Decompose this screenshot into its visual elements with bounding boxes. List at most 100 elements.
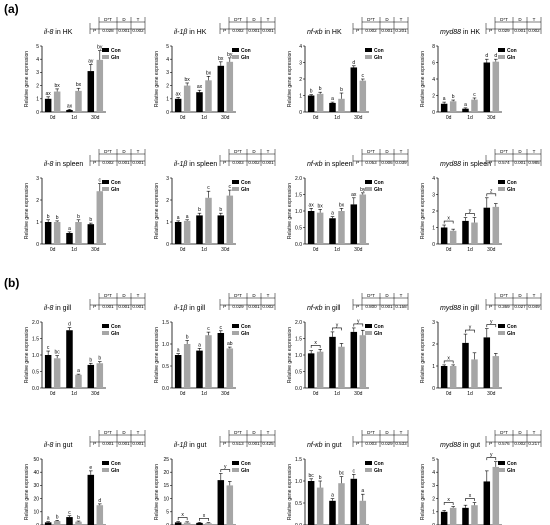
legend-label-gln: Gln	[374, 55, 382, 61]
bar-gln-30d	[359, 194, 367, 244]
bar-con-30d	[483, 481, 491, 525]
chart-title-tissue: in HK	[461, 29, 480, 36]
legend-label-gln: Gln	[241, 468, 249, 474]
significance-letter: b	[98, 356, 101, 362]
comparison-label: x	[447, 355, 450, 361]
legend-swatch-con	[232, 180, 239, 184]
y-tick-label: 0	[299, 110, 302, 116]
y-tick-label: 2	[36, 83, 39, 89]
stats-header-T: T	[137, 293, 140, 298]
significance-letter: b	[56, 215, 59, 221]
stats-row-label: P	[93, 441, 96, 446]
legend-swatch-con	[365, 48, 372, 52]
x-tick-label-30d: 30d	[221, 391, 230, 397]
comparison-bracket	[443, 502, 454, 506]
y-tick-label: 0	[432, 386, 435, 392]
bar-gln-0d	[316, 212, 324, 244]
legend-label-gln: Gln	[507, 187, 515, 193]
stats-p-value: 0.001	[118, 441, 130, 446]
significance-letter: b	[310, 89, 313, 95]
y-tick-label: 5	[36, 44, 39, 50]
panel-label-b: (b)	[4, 276, 20, 290]
comparison-label: x	[181, 512, 184, 518]
bar-gln-30d	[359, 80, 367, 112]
y-axis-label: Relative gene expression	[287, 183, 293, 239]
x-tick-label-0d: 0d	[313, 391, 319, 397]
stats-p-value: 0.006	[381, 160, 393, 165]
significance-letter: c	[47, 345, 50, 351]
stats-p-value: 0.028	[102, 28, 114, 33]
stats-row-label: P	[93, 160, 96, 165]
comparison-bracket	[310, 345, 321, 348]
y-tick-label: 0	[432, 242, 435, 248]
y-tick-label: 3	[432, 483, 435, 489]
stats-header-D*T: D*T	[500, 293, 508, 298]
y-tick-label: 10	[163, 496, 169, 502]
y-tick-label: 0	[432, 110, 435, 116]
bar-gln-1d	[338, 346, 345, 388]
x-tick-label-0d: 0d	[180, 247, 186, 253]
comparison-bracket	[199, 518, 209, 521]
y-tick-label: 3	[36, 176, 39, 182]
significance-letter: c	[362, 73, 365, 79]
y-tick-label: 0.0	[32, 386, 39, 392]
y-tick-label: 2.0	[295, 176, 302, 182]
x-tick-label-30d: 30d	[221, 115, 230, 121]
chart-title-gene: il-1β	[174, 442, 187, 449]
comparison-bracket	[465, 213, 475, 217]
significance-letter: bc	[339, 471, 345, 477]
legend-label-con: Con	[374, 180, 384, 186]
chart-title-tissue: in spleen	[461, 161, 491, 168]
comparison-label: y	[336, 322, 339, 328]
bar-con-0d	[307, 353, 315, 388]
legend-label-gln: Gln	[241, 55, 249, 61]
chart-title-gene: il-8	[44, 305, 53, 312]
chart-title: il-1β in gill	[174, 305, 206, 312]
y-tick-label: 50	[33, 457, 39, 463]
stats-header-D*T: D*T	[234, 17, 242, 22]
stats-p-value: 0.029	[232, 304, 244, 309]
chart-title: il-1β in gut	[174, 442, 206, 449]
legend-label-gln: Gln	[241, 331, 249, 337]
chart-title-tissue: in HK	[187, 29, 206, 36]
x-tick-label-30d: 30d	[354, 391, 363, 397]
y-tick-label: 0.5	[32, 369, 39, 375]
bar-gln-1d	[338, 98, 345, 112]
bar-con-1d	[66, 517, 73, 525]
legend-swatch-con	[232, 461, 239, 465]
comparison-bracket	[486, 324, 497, 328]
chart-title-tissue: in spleen	[323, 161, 353, 168]
legend-swatch-con	[102, 324, 109, 328]
x-tick-label-0d: 0d	[180, 391, 186, 397]
stats-p-value: 0.053	[365, 160, 377, 165]
stats-header-D: D	[385, 149, 389, 154]
y-tick-label: 1	[166, 220, 169, 226]
significance-letter: ay	[88, 58, 94, 64]
chart-title-tissue: in HK	[53, 29, 72, 36]
stats-p-value: 0.800	[365, 304, 377, 309]
stats-p-value: 0.576	[498, 441, 510, 446]
stats-header-T: T	[137, 17, 140, 22]
chart-title-gene: nf-κb	[307, 161, 323, 168]
bar-con-0d	[44, 222, 52, 244]
chart-title-tissue: in gut	[461, 442, 480, 449]
y-axis-label: Relative gene expression	[287, 51, 293, 107]
legend-swatch-con	[498, 180, 505, 184]
significance-letter: d	[494, 53, 497, 59]
x-tick-label-0d: 0d	[50, 247, 56, 253]
comparison-bracket	[353, 323, 364, 327]
legend-swatch-con	[102, 48, 109, 52]
bar-con-0d	[307, 211, 315, 244]
comparison-label: x	[447, 216, 450, 222]
legend-label-gln: Gln	[111, 331, 119, 337]
stats-header-D: D	[385, 17, 389, 22]
significance-letter: b	[89, 217, 92, 223]
legend-swatch-con	[232, 48, 239, 52]
significance-letter: e	[89, 465, 92, 471]
significance-letter: c	[99, 178, 102, 184]
bar-gln-0d	[316, 351, 324, 388]
comparison-bracket	[443, 220, 454, 224]
bar-con-1d	[329, 218, 336, 244]
significance-letter: ax	[46, 91, 52, 97]
